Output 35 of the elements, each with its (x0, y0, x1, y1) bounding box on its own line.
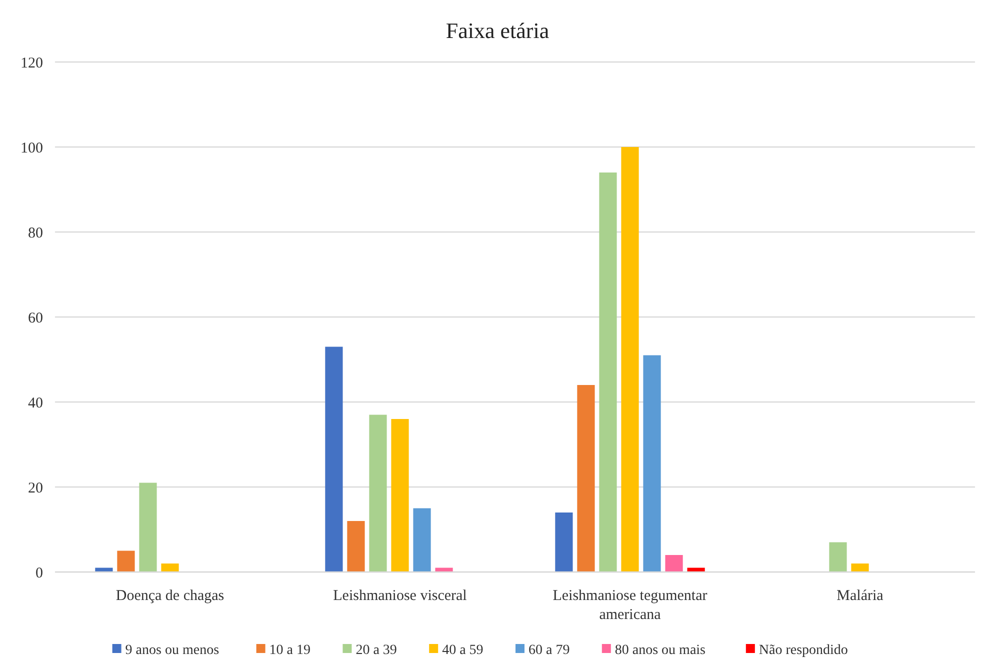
bar (325, 346, 343, 572)
bar (555, 512, 573, 572)
bar (347, 521, 365, 572)
bar (829, 542, 847, 572)
x-tick-label: Doença de chagas (116, 588, 224, 604)
bar (391, 419, 409, 572)
legend-label: 80 anos ou mais (614, 643, 706, 658)
legend-label: 20 a 39 (356, 643, 397, 658)
y-tick-label: 40 (28, 395, 43, 412)
y-tick-label: 80 (28, 225, 43, 242)
bar (161, 564, 179, 572)
bar (599, 172, 617, 572)
y-tick-label: 60 (28, 310, 43, 326)
chart-title: Faixa etária (446, 18, 550, 43)
bar (851, 564, 869, 572)
y-tick-label: 120 (20, 55, 43, 72)
legend-label: 40 a 59 (442, 643, 484, 658)
x-tick-label: Leishmaniose visceral (333, 588, 467, 604)
bar (413, 508, 431, 572)
bar (621, 147, 639, 572)
legend-label: 9 anos ou menos (125, 643, 220, 658)
bar (117, 550, 135, 572)
x-tick-label: Malária (836, 588, 884, 604)
y-tick-label: 0 (36, 565, 43, 582)
y-tick-label: 20 (28, 480, 43, 496)
legend-label: 60 a 79 (528, 643, 570, 658)
bar (665, 555, 683, 572)
y-tick-label: 100 (20, 140, 43, 156)
x-tick-label: Leishmaniose tegumentar americana (552, 588, 708, 623)
bar (643, 355, 661, 572)
bar (369, 414, 387, 572)
bar (577, 385, 595, 572)
bar (139, 482, 157, 572)
legend-label: Não respondido (758, 643, 848, 658)
legend-label: 10 a 19 (269, 643, 311, 658)
